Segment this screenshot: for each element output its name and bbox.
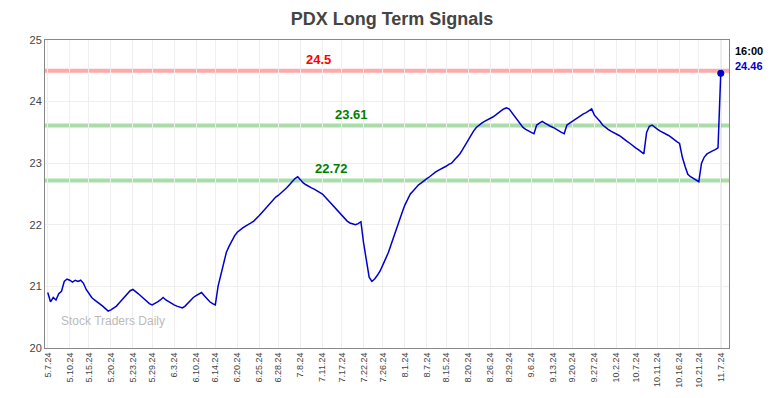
svg-text:8.1.24: 8.1.24 bbox=[400, 353, 410, 378]
svg-text:23.61: 23.61 bbox=[335, 107, 368, 122]
svg-text:8.29.24: 8.29.24 bbox=[504, 353, 514, 383]
svg-text:10.21.24: 10.21.24 bbox=[694, 353, 704, 388]
svg-text:25: 25 bbox=[30, 34, 42, 46]
svg-text:5.7.24: 5.7.24 bbox=[43, 353, 53, 378]
svg-text:6.20.24: 6.20.24 bbox=[232, 353, 242, 383]
svg-text:PDX Long Term Signals: PDX Long Term Signals bbox=[291, 9, 494, 29]
svg-text:6.10.24: 6.10.24 bbox=[191, 353, 201, 383]
svg-text:5.23.24: 5.23.24 bbox=[128, 353, 138, 383]
svg-text:23: 23 bbox=[30, 157, 42, 169]
svg-text:6.25.24: 6.25.24 bbox=[254, 353, 264, 383]
svg-text:22.72: 22.72 bbox=[315, 161, 348, 176]
svg-text:7.22.24: 7.22.24 bbox=[359, 353, 369, 383]
svg-text:24.46: 24.46 bbox=[735, 60, 763, 72]
svg-text:5.29.24: 5.29.24 bbox=[147, 353, 157, 383]
svg-text:Stock Traders Daily: Stock Traders Daily bbox=[61, 314, 165, 328]
svg-text:16:00: 16:00 bbox=[735, 45, 763, 57]
svg-text:9.6.24: 9.6.24 bbox=[526, 353, 536, 378]
svg-text:9.13.24: 9.13.24 bbox=[548, 353, 558, 383]
svg-text:6.3.24: 6.3.24 bbox=[169, 353, 179, 378]
svg-text:8.20.24: 8.20.24 bbox=[463, 353, 473, 383]
svg-text:24.5: 24.5 bbox=[306, 52, 331, 67]
svg-text:6.28.24: 6.28.24 bbox=[273, 353, 283, 383]
svg-text:10.2.24: 10.2.24 bbox=[611, 353, 621, 383]
svg-text:24: 24 bbox=[30, 95, 42, 107]
svg-text:7.11.24: 7.11.24 bbox=[317, 353, 327, 382]
svg-text:21: 21 bbox=[30, 280, 42, 292]
svg-text:7.8.24: 7.8.24 bbox=[295, 353, 305, 378]
svg-text:5.20.24: 5.20.24 bbox=[106, 353, 116, 383]
svg-text:8.15.24: 8.15.24 bbox=[441, 353, 451, 383]
svg-text:11.7.24: 11.7.24 bbox=[716, 353, 726, 382]
svg-text:6.14.24: 6.14.24 bbox=[210, 353, 220, 383]
svg-text:10.16.24: 10.16.24 bbox=[674, 353, 684, 388]
svg-text:20: 20 bbox=[30, 342, 42, 354]
svg-text:10.11.24: 10.11.24 bbox=[653, 353, 663, 387]
svg-text:5.10.24: 5.10.24 bbox=[65, 353, 75, 383]
svg-text:22: 22 bbox=[30, 219, 42, 231]
svg-text:8.7.24: 8.7.24 bbox=[422, 353, 432, 378]
svg-text:9.27.24: 9.27.24 bbox=[589, 353, 599, 383]
svg-text:7.26.24: 7.26.24 bbox=[378, 353, 388, 383]
svg-text:10.7.24: 10.7.24 bbox=[631, 353, 641, 383]
svg-text:7.17.24: 7.17.24 bbox=[337, 353, 347, 383]
svg-text:9.20.24: 9.20.24 bbox=[567, 353, 577, 383]
svg-text:8.26.24: 8.26.24 bbox=[485, 353, 495, 383]
svg-text:5.15.24: 5.15.24 bbox=[84, 353, 94, 383]
